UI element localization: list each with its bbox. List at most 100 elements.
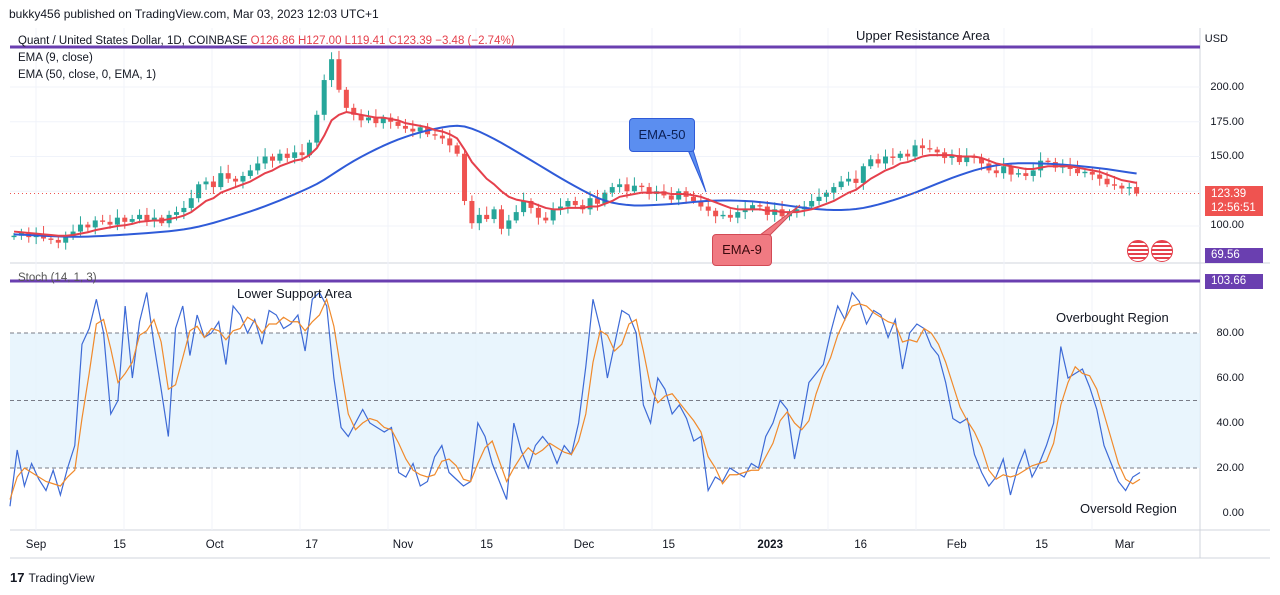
lower-support-label: Lower Support Area [237,286,352,301]
level-tag-low: 69.56 [1205,248,1263,263]
candle-body [137,214,143,220]
tradingview-logo-icon: 17 [10,570,25,585]
candle-body [1038,160,1044,171]
candle-body [823,192,829,197]
candle-body [846,178,852,182]
candle-body [550,209,556,221]
candle-body [565,200,571,207]
candle-body [624,184,630,192]
candle-body [173,212,179,215]
legend-ohlc: O126.86 H127.00 L119.41 C123.39 −3.48 (−… [250,35,515,47]
candle-body [1082,171,1088,174]
candle-body [993,170,999,174]
ema9-callout[interactable]: EMA-9 [712,234,772,266]
upper-resistance-label: Upper Resistance Area [856,28,990,43]
candle-body [358,114,364,121]
candle-body [491,209,497,220]
price-tick-150: 150.00 [1210,150,1244,162]
ema50-callout[interactable]: EMA-50 [629,118,695,152]
candle-body [698,200,704,207]
last-price-tag: 123.39 12:56:51 [1205,186,1263,216]
candle-body [750,205,756,210]
time-axis-label: Feb [946,539,967,551]
time-axis-label: 15 [480,539,493,551]
candle-body [122,217,128,222]
candle-body [631,185,637,192]
candle-body [1001,166,1007,174]
candle-body [853,178,859,183]
level-tag-line: 103.66 [1205,274,1263,289]
candle-body [284,153,290,158]
candle-body [1075,169,1081,174]
candle-body [240,175,246,182]
candle-body [373,117,379,124]
candle-body [1030,170,1036,176]
candle-body [299,152,305,156]
candle-body [919,145,925,149]
candle-body [203,181,209,185]
candle-body [181,207,187,213]
candle-body [306,142,312,156]
candle-body [292,152,298,158]
stoch-tick-0: 0.00 [1222,507,1244,519]
candle-body [956,155,962,163]
candle-body [484,214,490,220]
candle-body [927,148,933,150]
legend-stoch[interactable]: Stoch (14, 1, 3) [18,272,97,284]
ema50-callout-pointer [687,149,707,193]
candle-body [912,145,918,157]
price-tick-175: 175.00 [1210,116,1244,128]
candle-body [609,187,615,193]
time-axis-label: Dec [573,539,595,551]
candle-body [979,157,985,164]
stoch-tick-40: 40.00 [1216,417,1244,429]
candle-body [210,181,216,188]
candle-body [513,212,519,221]
candle-body [1008,166,1014,175]
legend-ema9[interactable]: EMA (9, close) [18,52,93,64]
candle-body [321,80,327,115]
candle-body [868,159,874,167]
candle-body [432,134,438,136]
candle-body [838,181,844,188]
candle-body [233,178,239,182]
candle-body [100,220,106,222]
candle-body [410,128,416,132]
candle-body [380,117,386,124]
footer-brand[interactable]: 17 TradingView [10,570,95,585]
candle-body [875,159,881,164]
flag-icon[interactable] [1127,240,1149,262]
candle-body [668,195,674,200]
candle-body [816,196,822,201]
stoch-tick-20: 20.00 [1216,462,1244,474]
price-tick-200: 200.00 [1210,81,1244,93]
candle-body [255,163,261,171]
candle-body [447,138,453,146]
candle-body [772,209,778,215]
candle-body [196,184,202,199]
candle-body [713,210,719,217]
legend-symbol: Quant / United States Dollar, 1D, COINBA… [18,35,515,47]
candle-body [48,238,54,240]
candle-body [1015,173,1021,175]
ema9-callout-pointer [759,204,801,238]
currency-label[interactable]: USD [1204,33,1228,45]
candle-body [676,191,682,200]
candle-body [883,156,889,164]
candle-body [1134,187,1140,194]
candle-body [476,214,482,224]
time-axis-label: 15 [662,539,675,551]
candle-body [558,206,564,210]
candle-body [757,205,763,207]
candle-body [506,220,512,229]
flag-icon[interactable] [1151,240,1173,262]
candle-body [617,184,623,188]
candle-body [594,198,600,204]
candle-body [269,156,275,161]
candle-body [343,89,349,108]
time-axis-label: 16 [854,539,867,551]
candle-body [417,127,423,132]
candle-body [587,198,593,210]
legend-ema50[interactable]: EMA (50, close, 0, EMA, 1) [18,69,157,81]
